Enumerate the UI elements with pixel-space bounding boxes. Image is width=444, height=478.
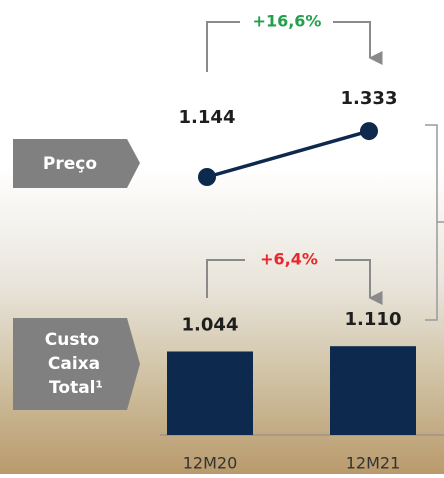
annotation-arrow [206,259,370,298]
value-label: 1.044 [182,314,239,335]
bar [330,346,416,435]
line [206,129,370,179]
x-tick-label: 12M20 [183,454,238,473]
series-label: Caixa [48,354,100,374]
bracket [425,124,444,321]
series-label: Total¹ [49,378,103,398]
label-box [13,139,140,188]
annotation-arrow [206,21,370,72]
value-label: 1.144 [179,107,236,128]
annotation: +16,6% [253,12,322,31]
series-label: Custo [45,330,100,350]
bar [167,351,253,435]
series-label: Preço [43,154,97,174]
annotation: +6,4% [260,250,318,269]
value-label: 1.110 [345,309,402,330]
point [360,122,378,141]
x-tick-label: 12M21 [346,454,401,473]
point [198,168,216,186]
value-label: 1.333 [341,88,398,109]
label-box [13,318,140,410]
